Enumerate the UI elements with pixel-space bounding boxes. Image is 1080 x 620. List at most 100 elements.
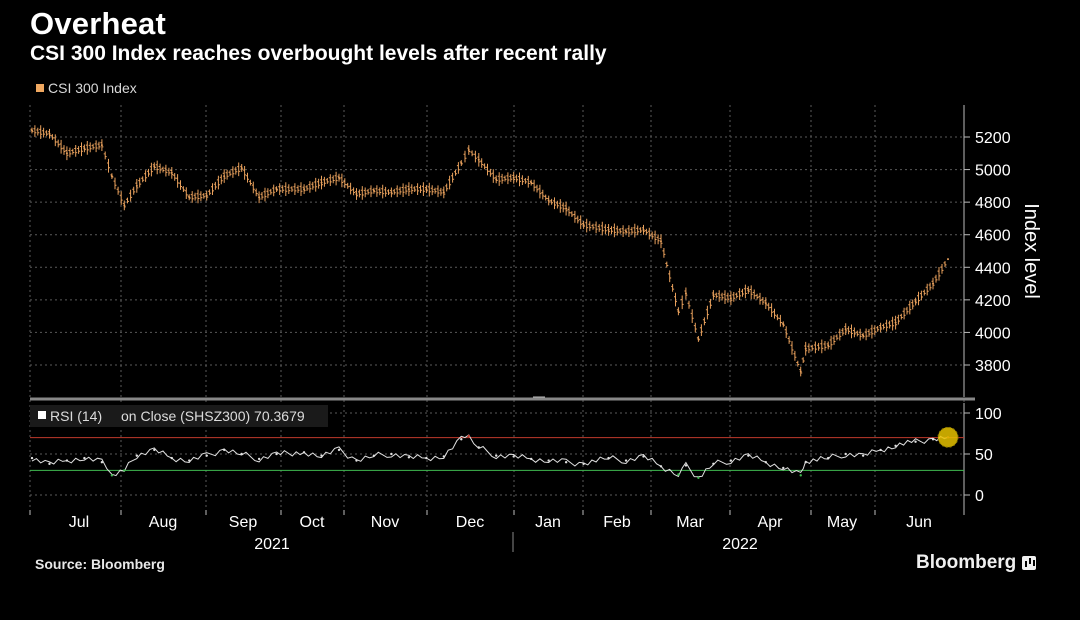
rsi-point	[320, 454, 323, 457]
rsi-point	[425, 456, 428, 460]
x-tick-label: Feb	[603, 514, 631, 531]
price-point	[547, 199, 550, 202]
x-tick-label: Jul	[69, 514, 89, 531]
x-tick-label: Jun	[906, 514, 932, 531]
price-point	[642, 228, 645, 231]
rsi-point	[764, 461, 767, 464]
price-point	[275, 188, 278, 191]
rsi-point	[65, 459, 69, 462]
rsi-point	[100, 461, 104, 464]
rsi-point	[642, 455, 645, 458]
price-point	[844, 328, 847, 331]
price-point	[625, 230, 628, 233]
chart-title: Overheat	[30, 6, 166, 41]
rsi-point	[153, 448, 156, 452]
price-point	[48, 132, 51, 135]
rsi-point	[110, 474, 114, 477]
rsi-point	[135, 454, 139, 457]
rsi-point	[205, 454, 208, 457]
price-point	[460, 162, 463, 165]
rsi-y-tick-label: 100	[975, 406, 1002, 423]
price-point	[477, 158, 480, 161]
source-note: Source: Bloomberg	[35, 556, 165, 572]
rsi-point	[747, 454, 750, 457]
rsi-point	[684, 464, 688, 467]
price-point	[764, 302, 767, 305]
price-point	[799, 370, 802, 373]
year-label: 2021	[254, 536, 290, 553]
price-point	[188, 196, 191, 199]
price-point	[582, 223, 585, 226]
price-point	[153, 165, 156, 168]
y-axis-label: Index level	[1020, 203, 1042, 299]
price-bars	[30, 125, 947, 377]
rsi-point	[337, 448, 341, 452]
price-point	[659, 240, 662, 243]
price-point	[697, 337, 700, 340]
price-y-tick-label: 4600	[975, 228, 1011, 245]
rsi-point	[861, 454, 865, 457]
rsi-point	[914, 440, 917, 443]
rsi-point	[222, 448, 226, 452]
rsi-point	[547, 459, 550, 462]
rsi-point	[467, 434, 470, 438]
rsi-point	[894, 444, 897, 447]
price-point	[512, 176, 515, 179]
price-point	[337, 176, 340, 179]
rsi-point	[879, 448, 882, 452]
rsi-point	[782, 466, 785, 470]
price-point	[135, 184, 138, 187]
x-tick-label: Sep	[229, 514, 258, 531]
rsi-title: RSI (14)	[50, 408, 102, 424]
price-point	[320, 181, 323, 184]
latest-rsi-marker	[937, 426, 959, 448]
rsi-point	[240, 452, 243, 456]
brand-name: Bloomberg	[916, 552, 1017, 573]
price-point	[804, 347, 807, 350]
rsi-point	[477, 446, 480, 449]
rsi-point	[83, 456, 86, 460]
rsi-point	[495, 454, 498, 457]
rsi-point	[931, 438, 935, 441]
price-point	[879, 326, 882, 329]
x-tick-label: Apr	[758, 514, 784, 531]
price-point	[729, 297, 732, 300]
price-point	[355, 193, 358, 195]
chart-subtitle: CSI 300 Index reaches overbought levels …	[30, 42, 607, 65]
price-point	[747, 289, 750, 292]
year-label: 2022	[722, 536, 758, 553]
price-point	[110, 175, 113, 178]
rsi-point	[302, 451, 306, 454]
price-point	[827, 344, 830, 347]
price-point	[407, 188, 410, 191]
x-tick-label: May	[827, 514, 857, 531]
brand-logo: Bloomberg	[916, 552, 1037, 574]
price-y-tick-label: 4800	[975, 195, 1011, 212]
x-tick-label: Nov	[371, 514, 399, 531]
rsi-point	[564, 461, 568, 464]
rsi-point	[355, 459, 358, 462]
price-y-tick-label: 4000	[975, 325, 1011, 342]
rsi-point	[607, 456, 610, 460]
rsi-point	[460, 438, 463, 441]
rsi-y-tick-label: 0	[975, 488, 984, 505]
price-point	[565, 207, 568, 210]
price-point	[170, 171, 173, 174]
legend-label: CSI 300 Index	[48, 80, 137, 96]
price-point	[205, 194, 208, 197]
price-point	[862, 334, 865, 337]
x-tick-label: Jan	[535, 514, 561, 531]
rsi-point	[844, 452, 847, 456]
x-tick-label: Aug	[149, 514, 177, 531]
price-y-tick-label: 5200	[975, 130, 1011, 147]
rsi-line	[31, 434, 949, 478]
price-point	[100, 144, 103, 147]
price-point	[83, 147, 86, 150]
price-point	[240, 166, 243, 169]
x-tick-label: Mar	[676, 514, 704, 531]
chart-icon	[1022, 556, 1037, 570]
price-point	[947, 258, 949, 261]
price-point	[390, 191, 393, 194]
price-y-tick-label: 5000	[975, 163, 1011, 180]
legend-swatch	[36, 84, 44, 92]
